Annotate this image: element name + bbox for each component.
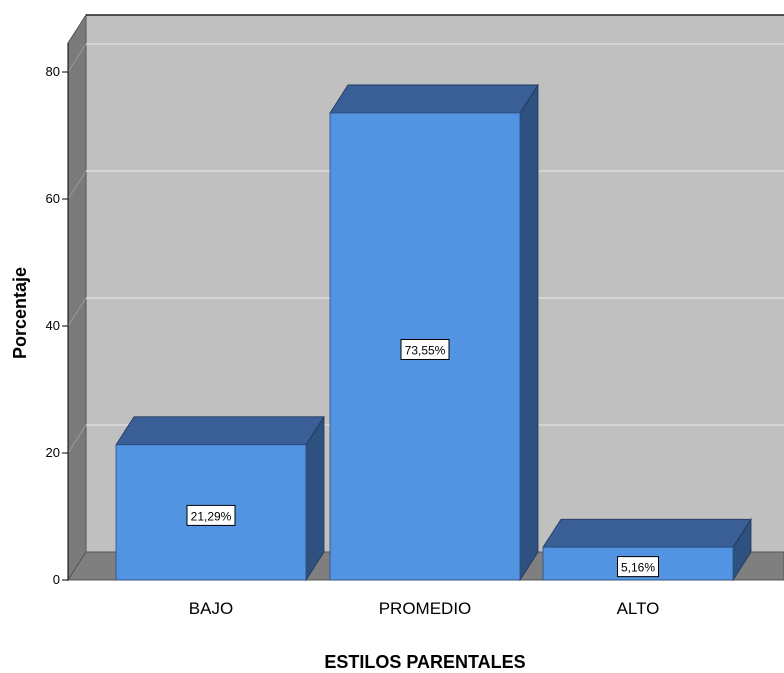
bar-top (115, 416, 325, 446)
x-axis: BAJO PROMEDIO ALTO (189, 599, 660, 618)
y-tick-label: 60 (46, 191, 60, 206)
data-label: 21,29% (191, 509, 232, 523)
x-axis-title: ESTILOS PARENTALES (324, 652, 525, 672)
data-label: 5,16% (621, 561, 655, 575)
data-label-box (400, 338, 450, 360)
y-tick-label: 40 (46, 318, 60, 333)
y-tick-label: 20 (46, 445, 60, 460)
data-label-box (186, 504, 236, 526)
plot-side-wall (67, 13, 87, 582)
bar-bajo: 21,29% (115, 415, 325, 582)
data-label: 73,55% (405, 343, 446, 357)
gridline-side (67, 424, 87, 454)
y-axis: 0 20 40 60 80 (46, 43, 69, 587)
y-tick-label: 0 (53, 572, 60, 587)
bar-alto: 5,16% (542, 517, 752, 582)
gridline-side (67, 297, 87, 327)
x-tick-label: BAJO (189, 599, 233, 618)
data-label-box (617, 556, 659, 578)
bar-top (542, 518, 752, 548)
y-axis-title: Porcentaje (10, 267, 30, 359)
gridline-side (67, 43, 87, 73)
x-tick-label: ALTO (617, 599, 660, 618)
gridline-side (67, 170, 87, 200)
x-tick-label: PROMEDIO (379, 599, 472, 618)
bar-top (329, 84, 539, 114)
bar-promedio: 73,55% (329, 83, 539, 582)
bar-series: 21,29% 73,55% 5,16% (115, 83, 752, 582)
y-tick-label: 80 (46, 64, 60, 79)
bar-side (519, 83, 539, 582)
